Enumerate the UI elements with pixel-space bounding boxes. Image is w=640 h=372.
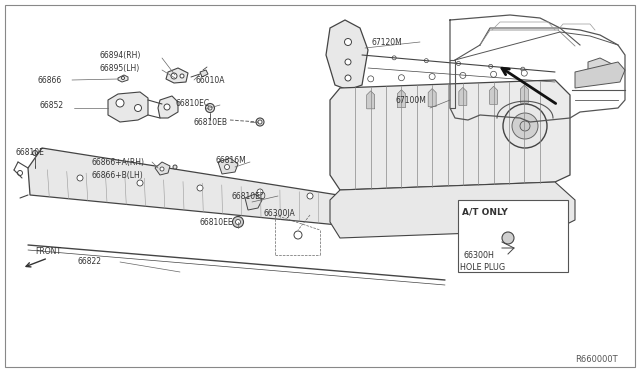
Circle shape [17,170,22,176]
Polygon shape [200,70,208,77]
Text: A/T ONLY: A/T ONLY [462,208,508,217]
Polygon shape [245,194,262,210]
Circle shape [489,64,493,68]
Circle shape [225,164,230,170]
Circle shape [368,76,374,82]
Text: 66894(RH): 66894(RH) [100,51,141,60]
Circle shape [236,219,241,224]
Text: 66300H: 66300H [464,251,495,260]
Text: 67100M: 67100M [395,96,426,105]
Circle shape [77,175,83,181]
Circle shape [345,75,351,81]
Circle shape [258,120,262,124]
Circle shape [520,121,530,131]
Polygon shape [490,86,497,104]
Polygon shape [520,85,528,103]
Text: 66810EE: 66810EE [200,218,234,227]
Polygon shape [155,162,170,175]
Circle shape [256,118,264,126]
Circle shape [232,217,243,228]
Circle shape [429,74,435,80]
Circle shape [307,193,313,199]
Circle shape [208,106,212,110]
Text: 66010A: 66010A [196,76,225,84]
Text: 66300JA: 66300JA [264,208,296,218]
Text: 66866+B(LH): 66866+B(LH) [92,170,144,180]
Polygon shape [588,58,612,76]
Polygon shape [575,62,625,88]
Circle shape [399,75,404,81]
Circle shape [171,73,177,79]
Circle shape [294,231,302,239]
Circle shape [173,165,177,169]
Polygon shape [218,158,238,174]
Circle shape [521,67,525,71]
Polygon shape [428,89,436,106]
Polygon shape [158,96,178,118]
Circle shape [257,189,263,195]
Circle shape [134,105,141,112]
Circle shape [456,61,461,65]
Polygon shape [330,182,575,238]
Circle shape [503,104,547,148]
Circle shape [345,59,351,65]
Circle shape [460,73,466,78]
Polygon shape [367,91,374,109]
Text: HOLE PLUG: HOLE PLUG [460,263,505,273]
Circle shape [502,232,514,244]
Polygon shape [108,92,148,122]
Circle shape [33,151,38,155]
Polygon shape [397,90,405,108]
Text: 66810EC: 66810EC [175,99,209,108]
Text: FRONT: FRONT [35,247,61,257]
Text: 66810ED: 66810ED [232,192,267,201]
Polygon shape [459,87,467,105]
Polygon shape [118,75,128,82]
Polygon shape [330,80,570,190]
Circle shape [522,70,527,76]
Text: 66895(LH): 66895(LH) [100,64,140,73]
Circle shape [160,167,164,171]
Text: 67120M: 67120M [372,38,403,46]
Circle shape [424,59,428,62]
Text: 66866: 66866 [38,76,62,84]
Text: R660000T: R660000T [575,356,618,365]
Circle shape [164,104,170,110]
Polygon shape [326,20,368,90]
Circle shape [180,74,184,78]
Circle shape [116,99,124,107]
Circle shape [122,77,125,80]
Text: 66866+A(RH): 66866+A(RH) [92,157,145,167]
Circle shape [137,180,143,186]
Circle shape [344,38,351,45]
Circle shape [491,71,497,77]
Circle shape [512,113,538,139]
Text: 66810E: 66810E [15,148,44,157]
Polygon shape [28,148,338,225]
Bar [458,200,568,272]
Polygon shape [166,68,188,83]
Text: 66816M: 66816M [215,155,246,164]
Text: 66852: 66852 [40,100,64,109]
Text: 66810EB: 66810EB [194,118,228,126]
Circle shape [205,103,214,112]
Text: 66822: 66822 [78,257,102,266]
Circle shape [197,185,203,191]
Circle shape [392,56,396,60]
